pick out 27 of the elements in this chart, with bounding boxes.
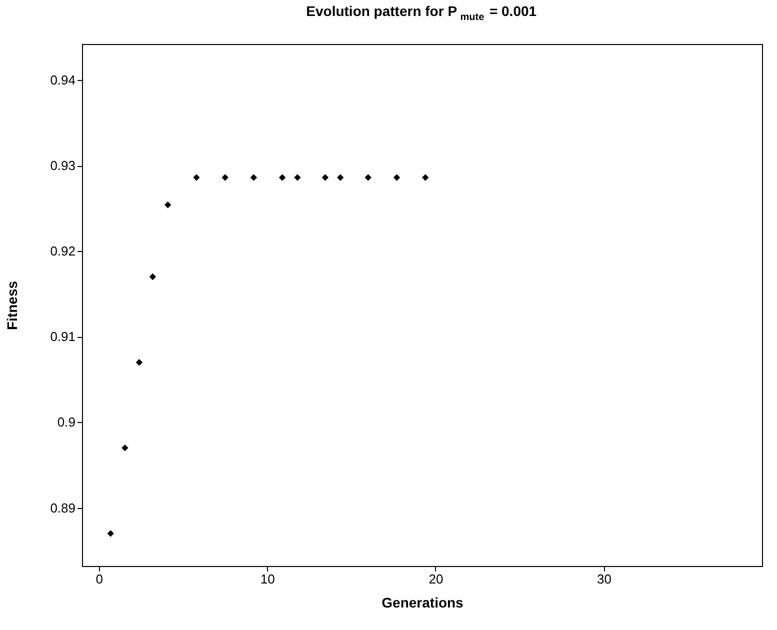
x-tick-label: 30 xyxy=(597,572,612,586)
point xyxy=(422,174,429,181)
point xyxy=(222,174,228,181)
point xyxy=(193,174,200,181)
point xyxy=(107,530,114,537)
point xyxy=(122,444,128,452)
y-tick-label: 0.94 xyxy=(50,72,76,88)
point xyxy=(364,174,372,181)
y-tick-label: 0.9 xyxy=(57,414,76,430)
point xyxy=(164,202,172,208)
x-tick-label: 20 xyxy=(428,572,444,586)
y-tick-label: 0.89 xyxy=(50,500,76,516)
point xyxy=(337,174,344,181)
y-tick-label: 0.92 xyxy=(50,244,76,259)
point xyxy=(294,174,301,181)
point xyxy=(149,273,156,280)
x-tick-label: 0 xyxy=(96,572,103,586)
point xyxy=(136,358,143,366)
x-tick-label: 10 xyxy=(260,572,275,586)
point xyxy=(250,174,258,181)
y-tick-label: 0.93 xyxy=(50,158,76,174)
point xyxy=(393,174,400,181)
y-tick-label: 0.91 xyxy=(50,329,76,344)
x-axis-title: Generations xyxy=(382,594,464,610)
y-axis-title: Fitness xyxy=(4,280,20,330)
point xyxy=(278,174,286,181)
point xyxy=(322,174,329,181)
